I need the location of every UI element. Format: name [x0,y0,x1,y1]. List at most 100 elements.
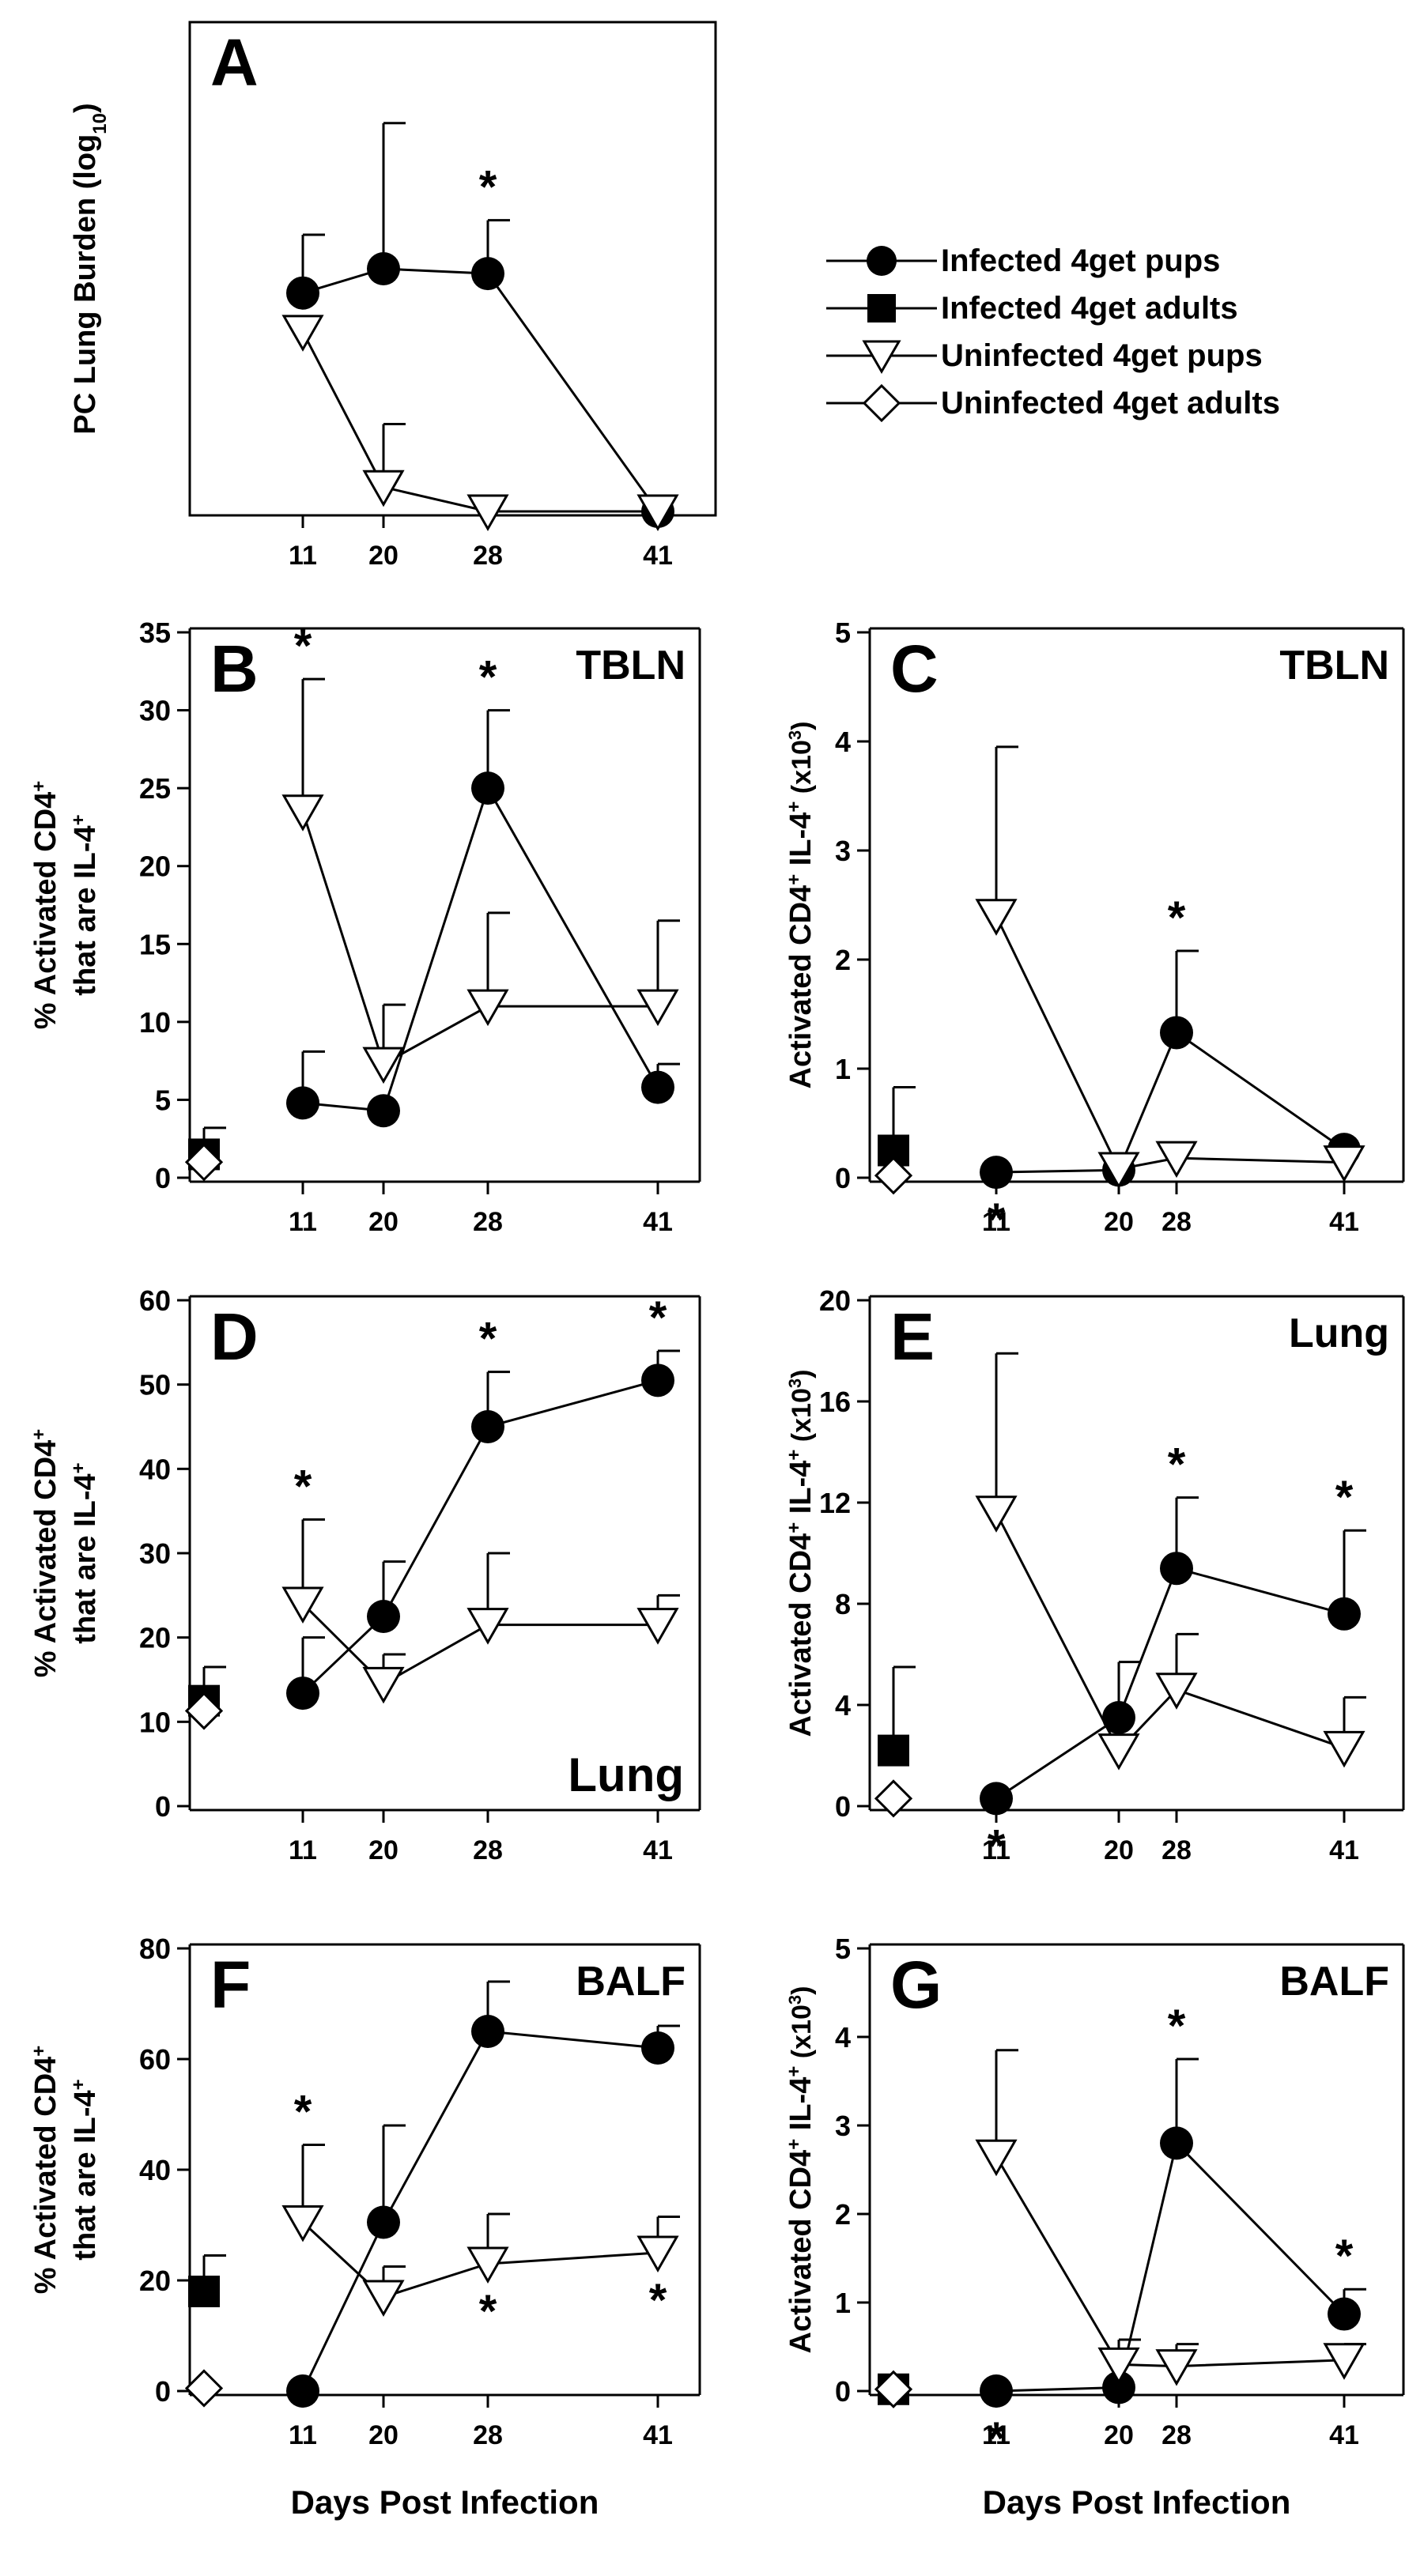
panel-a-xtick-label: 41 [643,541,673,571]
panel-g-series-1-line [995,2155,1345,2368]
panel-b-ylabel-line2: that are IL-4+ [68,814,103,995]
panel-b-series-0-point [471,771,504,805]
panel-g-ytick-label: 2 [835,2198,851,2231]
panel-b-series-0-point [367,1094,400,1128]
panel-g-series-0-point [980,2374,1013,2408]
panel-e-ytick-label: 12 [819,1487,851,1519]
legend: Infected 4get pups Infected 4get adults … [822,237,1392,427]
panel-c-series-1-point [1097,1152,1140,1189]
panel-e-series-1-point [1097,1733,1140,1771]
panel-c-xtick-label: 11 [982,1207,1010,1237]
panel-e-panel-label: E [890,1299,935,1374]
panel-g-xtick-label: 28 [1161,2420,1192,2450]
panel-b-ytick-label: 25 [139,772,171,805]
panel-f-xtick-label: 20 [368,2420,398,2450]
panel-c-xtick-label: 20 [1104,1207,1134,1237]
panel-g-ytick-label: 3 [835,2110,851,2142]
panel-c-series-1-line [995,915,1345,1171]
panel-f-ytick-label: 0 [155,2375,171,2408]
panel-c-series-1-point [1155,1141,1198,1179]
panel-g-xtick-label: 20 [1104,2420,1134,2450]
panel-d-significance-star: * [294,1461,312,1512]
panel-a-series-1-point [362,470,405,507]
panel-b-series-1-point [636,989,679,1027]
panel-f-ytick-label: 20 [139,2265,171,2297]
panel-f-xtick-label: 41 [643,2420,673,2450]
panel-e-series-1-line [995,1512,1345,1753]
panel-d-ytick-label: 30 [139,1537,171,1570]
panel-c-ytick-label: 3 [835,835,851,867]
panel-a-series-0-point [286,276,319,310]
panel-b-series-1-line [301,811,658,1066]
panel-f-ylabel-line2: that are IL-4+ [68,2079,103,2260]
panel-d-series-0-point [367,1600,400,1633]
panel-c-tissue-label: TBLN [1279,643,1389,688]
panel-b-series-0-point [641,1070,674,1104]
panel-f-significance-star: * [649,2275,667,2326]
panel-a-frame [188,21,717,517]
panel-d-series-1-line [301,1602,658,1686]
legend-item-uninfected-adults: Uninfected 4get adults [822,379,1392,427]
panel-d-ytick-label: 60 [139,1284,171,1317]
panel-b-significance-star: * [294,620,312,672]
panel-b-series-1-point [362,1047,405,1084]
panel-c-ytick-label: 0 [835,1162,851,1194]
panel-f-series-0-line [301,2030,659,2392]
panel-b-ytick-label: 20 [139,850,171,883]
panel-d-xtick-label: 20 [368,1835,398,1865]
panel-e-ylabel: Activated CD4+ IL-4+ (x103) [784,1370,818,1737]
panel-e-tissue-label: Lung [1289,1311,1389,1356]
panel-f-adult-1-point [184,2369,224,2408]
panel-e-ytick-label: 16 [819,1386,851,1418]
panel-d-ytick-label: 10 [139,1706,171,1738]
panel-c-series-0-point [1160,1016,1193,1050]
panel-g-adult-1-point [874,2370,913,2408]
panel-d-ytick-label: 50 [139,1369,171,1401]
panel-f-series-1-point [362,2280,405,2318]
panel-e-series-0-point [1160,1552,1193,1586]
panel-e-ytick-label: 4 [835,1689,851,1722]
legend-label: Uninfected 4get pups [941,338,1263,373]
panel-c-ytick-label: 4 [835,726,851,758]
panel-b-ytick-label: 30 [139,695,171,727]
panel-d-series-0-point [641,1363,674,1397]
panel-d-significance-star: * [649,1292,667,1344]
panel-f-panel-label: F [210,1948,251,2022]
panel-d-ylabel-line1: % Activated CD4+ [28,1429,63,1678]
panel-c-significance-star: * [988,1194,1006,1246]
panel-g-xlabel: Days Post Infection [983,2484,1291,2521]
panel-e-series-0-point [980,1782,1013,1816]
panel-e-series-0-line [995,1567,1345,1800]
filled-square-legend-marker [826,294,937,322]
panel-f-series-1-line [301,2221,659,2299]
panel-f-series-0-point [471,2015,504,2048]
legend-label: Infected 4get adults [941,290,1238,326]
panel-e-xtick-label: 41 [1329,1835,1359,1865]
panel-f-series-1-point [636,2235,679,2273]
panel-g-xtick-label: 11 [982,2420,1010,2450]
legend-item-infected-pups: Infected 4get pups [822,237,1392,285]
panel-c-series-0-point [980,1156,1013,1190]
panel-d-ytick-label: 40 [139,1453,171,1485]
panel-a-ylabel: PC Lung Burden (log10) [69,103,111,434]
panel-b-significance-star: * [479,652,497,703]
panel-c-significance-star: * [1168,892,1186,944]
panel-f-series-1-point [281,2205,324,2242]
panel-g-series-1-point [1097,2347,1140,2385]
panel-d-series-1-point [636,1608,679,1645]
panel-b-series-1-point [281,794,324,832]
panel-e-series-1-point [975,1495,1018,1533]
panel-d-xtick-label: 41 [643,1835,673,1865]
panel-e-xtick-label: 28 [1161,1835,1192,1865]
panel-f-ytick-label: 60 [139,2043,171,2076]
panel-e-xtick-label: 11 [982,1835,1010,1865]
panel-d-series-0-point [471,1410,504,1443]
panel-g-series-1-point [975,2139,1018,2177]
panel-d-series-1-point [362,1666,405,1704]
panel-e-series-0-point [1102,1701,1135,1734]
legend-item-infected-adults: Infected 4get adults [822,285,1392,332]
panel-b-adult-1-point [184,1143,224,1182]
legend-label: Infected 4get pups [941,243,1221,278]
filled-circle-legend-marker [826,246,937,276]
